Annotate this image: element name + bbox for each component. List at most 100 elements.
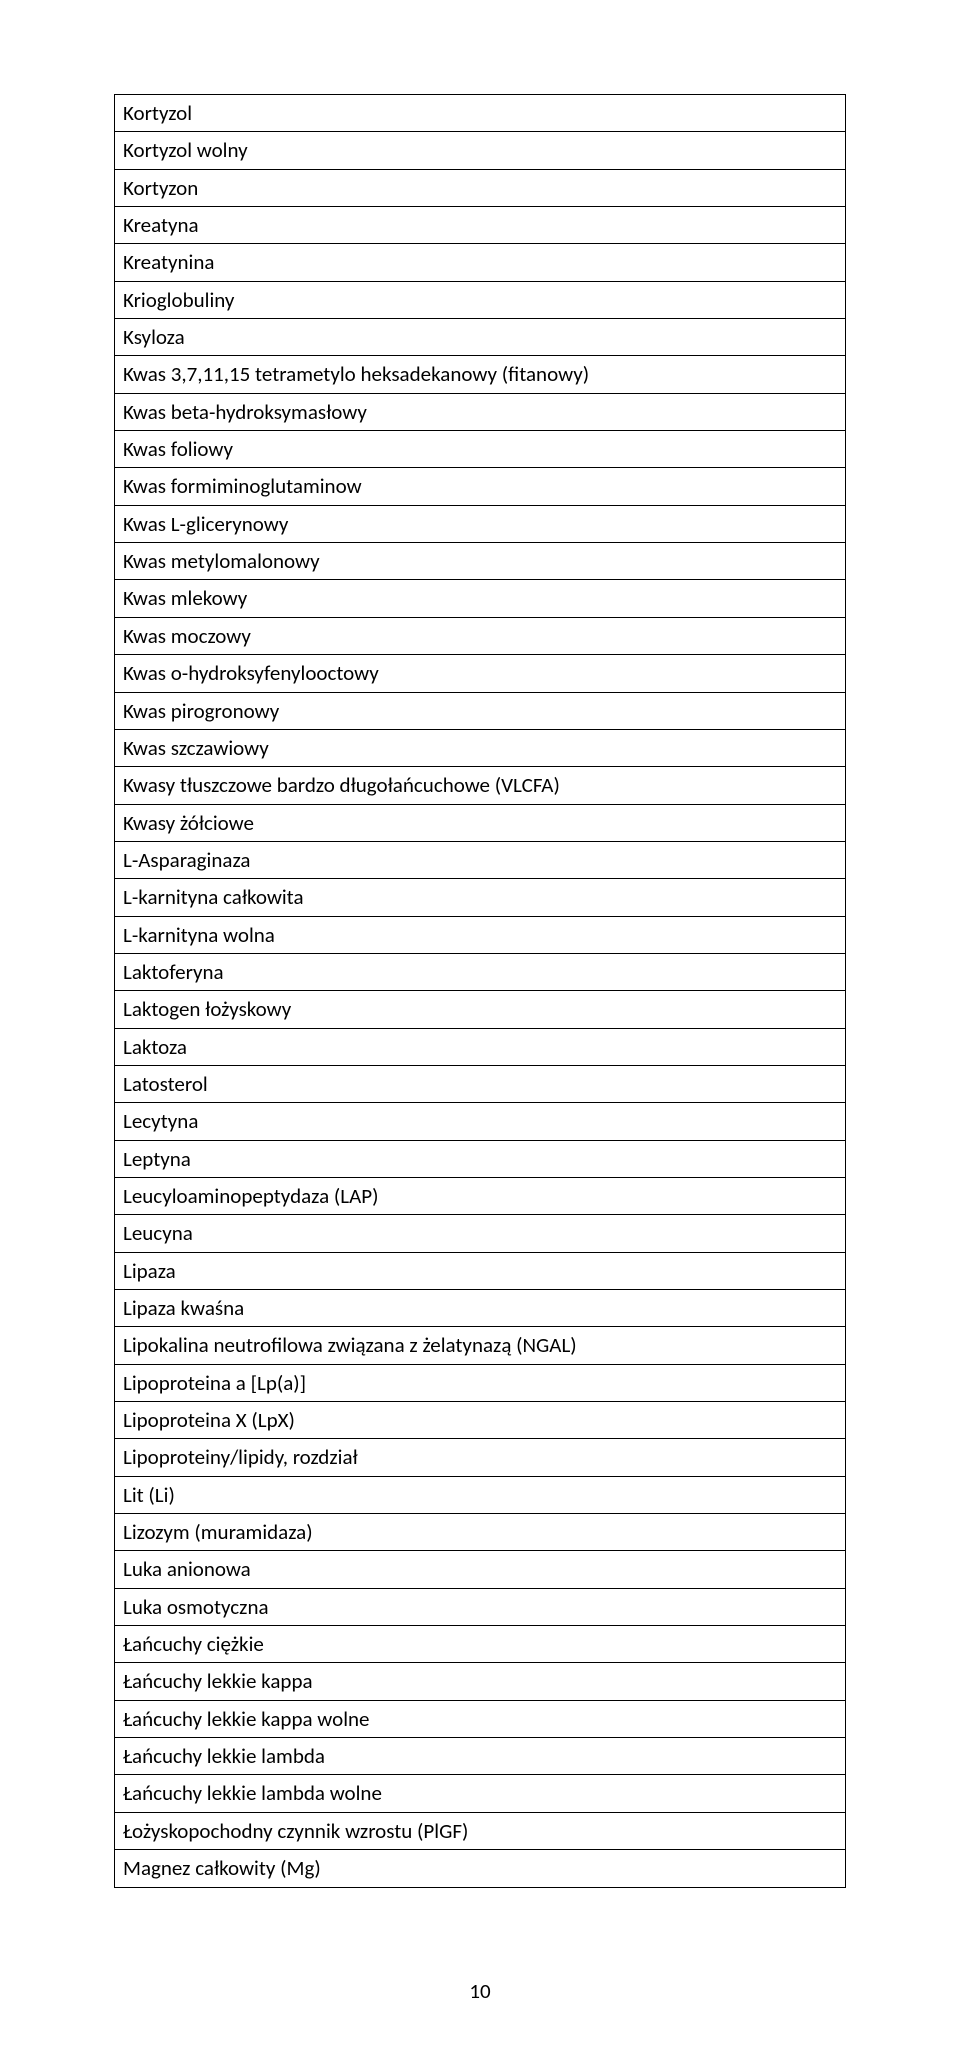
- table-cell: L-karnityna wolna: [115, 916, 846, 953]
- table-cell: Magnez całkowity (Mg): [115, 1850, 846, 1887]
- table-cell: Łańcuchy lekkie lambda wolne: [115, 1775, 846, 1812]
- table-row: Kreatynina: [115, 244, 846, 281]
- table-cell: Kortyzol: [115, 95, 846, 132]
- table-row: Leucyna: [115, 1215, 846, 1252]
- table-cell: Łańcuchy ciężkie: [115, 1626, 846, 1663]
- table-cell: Luka anionowa: [115, 1551, 846, 1588]
- table-row: Luka anionowa: [115, 1551, 846, 1588]
- table-row: Kwas szczawiowy: [115, 729, 846, 766]
- table-row: Kortyzol: [115, 95, 846, 132]
- table-body: KortyzolKortyzol wolnyKortyzonKreatynaKr…: [115, 95, 846, 1888]
- table-row: L-Asparaginaza: [115, 841, 846, 878]
- table-cell: Lipoproteina a [Lp(a)]: [115, 1364, 846, 1401]
- table-cell: Leucyna: [115, 1215, 846, 1252]
- table-row: Łożyskopochodny czynnik wzrostu (PlGF): [115, 1812, 846, 1849]
- table-row: Leucyloaminopeptydaza (LAP): [115, 1177, 846, 1214]
- table-cell: Kreatynina: [115, 244, 846, 281]
- table-row: Łańcuchy lekkie kappa: [115, 1663, 846, 1700]
- table-cell: Lecytyna: [115, 1103, 846, 1140]
- table-cell: Kwasy tłuszczowe bardzo długołańcuchowe …: [115, 767, 846, 804]
- table-row: Kortyzol wolny: [115, 132, 846, 169]
- table-cell: Laktoza: [115, 1028, 846, 1065]
- substance-table: KortyzolKortyzol wolnyKortyzonKreatynaKr…: [114, 94, 846, 1888]
- table-cell: Laktoferyna: [115, 953, 846, 990]
- table-row: Kwas L-glicerynowy: [115, 505, 846, 542]
- table-row: Lizozym (muramidaza): [115, 1514, 846, 1551]
- table-row: Lipokalina neutrofilowa związana z żelat…: [115, 1327, 846, 1364]
- table-cell: Kortyzol wolny: [115, 132, 846, 169]
- table-row: Kwas formiminoglutaminow: [115, 468, 846, 505]
- table-cell: Krioglobuliny: [115, 281, 846, 318]
- table-cell: Łańcuchy lekkie kappa: [115, 1663, 846, 1700]
- table-cell: Laktogen łożyskowy: [115, 991, 846, 1028]
- table-row: Laktoza: [115, 1028, 846, 1065]
- table-cell: Ksyloza: [115, 319, 846, 356]
- table-cell: Kwas metylomalonowy: [115, 543, 846, 580]
- table-row: Kortyzon: [115, 169, 846, 206]
- table-row: Kwas beta-hydroksymasłowy: [115, 393, 846, 430]
- table-row: Kwas moczowy: [115, 617, 846, 654]
- table-row: Luka osmotyczna: [115, 1588, 846, 1625]
- table-cell: Lit (Li): [115, 1476, 846, 1513]
- table-cell: Leucyloaminopeptydaza (LAP): [115, 1177, 846, 1214]
- table-row: Krioglobuliny: [115, 281, 846, 318]
- table-row: Leptyna: [115, 1140, 846, 1177]
- document-page: KortyzolKortyzol wolnyKortyzonKreatynaKr…: [0, 0, 960, 2046]
- table-cell: Lipaza kwaśna: [115, 1290, 846, 1327]
- table-cell: Lipoproteiny/lipidy, rozdział: [115, 1439, 846, 1476]
- table-row: Kwasy żółciowe: [115, 804, 846, 841]
- table-cell: L-Asparaginaza: [115, 841, 846, 878]
- table-cell: Łańcuchy lekkie kappa wolne: [115, 1700, 846, 1737]
- table-row: Kwasy tłuszczowe bardzo długołańcuchowe …: [115, 767, 846, 804]
- table-cell: Kwas szczawiowy: [115, 729, 846, 766]
- table-cell: Lizozym (muramidaza): [115, 1514, 846, 1551]
- table-cell: Kreatyna: [115, 207, 846, 244]
- table-row: Lit (Li): [115, 1476, 846, 1513]
- table-row: Kwas metylomalonowy: [115, 543, 846, 580]
- table-cell: L-karnityna całkowita: [115, 879, 846, 916]
- table-cell: Kwas foliowy: [115, 431, 846, 468]
- table-row: Laktogen łożyskowy: [115, 991, 846, 1028]
- table-row: Łańcuchy lekkie lambda: [115, 1738, 846, 1775]
- table-cell: Luka osmotyczna: [115, 1588, 846, 1625]
- table-row: Kwas mlekowy: [115, 580, 846, 617]
- table-cell: Lipaza: [115, 1252, 846, 1289]
- table-cell: Kortyzon: [115, 169, 846, 206]
- table-cell: Kwas 3,7,11,15 tetrametylo heksadekanowy…: [115, 356, 846, 393]
- table-cell: Kwas moczowy: [115, 617, 846, 654]
- table-row: Łańcuchy lekkie lambda wolne: [115, 1775, 846, 1812]
- table-row: Laktoferyna: [115, 953, 846, 990]
- table-row: Kwas 3,7,11,15 tetrametylo heksadekanowy…: [115, 356, 846, 393]
- table-cell: Kwas mlekowy: [115, 580, 846, 617]
- table-row: Lipoproteina a [Lp(a)]: [115, 1364, 846, 1401]
- table-row: Lipoproteiny/lipidy, rozdział: [115, 1439, 846, 1476]
- table-cell: Lipokalina neutrofilowa związana z żelat…: [115, 1327, 846, 1364]
- table-cell: Kwas o-hydroksyfenylooctowy: [115, 655, 846, 692]
- table-cell: Kwasy żółciowe: [115, 804, 846, 841]
- table-row: Kwas foliowy: [115, 431, 846, 468]
- table-row: Lipoproteina X (LpX): [115, 1402, 846, 1439]
- table-cell: Kwas formiminoglutaminow: [115, 468, 846, 505]
- table-cell: Kwas beta-hydroksymasłowy: [115, 393, 846, 430]
- table-cell: Latosterol: [115, 1065, 846, 1102]
- table-row: Kreatyna: [115, 207, 846, 244]
- table-row: Łańcuchy lekkie kappa wolne: [115, 1700, 846, 1737]
- page-number: 10: [0, 1978, 960, 2004]
- table-row: Lecytyna: [115, 1103, 846, 1140]
- table-cell: Łożyskopochodny czynnik wzrostu (PlGF): [115, 1812, 846, 1849]
- table-row: Latosterol: [115, 1065, 846, 1102]
- table-row: Magnez całkowity (Mg): [115, 1850, 846, 1887]
- table-row: Lipaza: [115, 1252, 846, 1289]
- table-row: Lipaza kwaśna: [115, 1290, 846, 1327]
- table-cell: Łańcuchy lekkie lambda: [115, 1738, 846, 1775]
- table-cell: Lipoproteina X (LpX): [115, 1402, 846, 1439]
- table-cell: Kwas pirogronowy: [115, 692, 846, 729]
- table-row: Ksyloza: [115, 319, 846, 356]
- table-row: L-karnityna wolna: [115, 916, 846, 953]
- table-cell: Leptyna: [115, 1140, 846, 1177]
- table-cell: Kwas L-glicerynowy: [115, 505, 846, 542]
- table-row: Kwas pirogronowy: [115, 692, 846, 729]
- table-row: L-karnityna całkowita: [115, 879, 846, 916]
- table-row: Kwas o-hydroksyfenylooctowy: [115, 655, 846, 692]
- table-row: Łańcuchy ciężkie: [115, 1626, 846, 1663]
